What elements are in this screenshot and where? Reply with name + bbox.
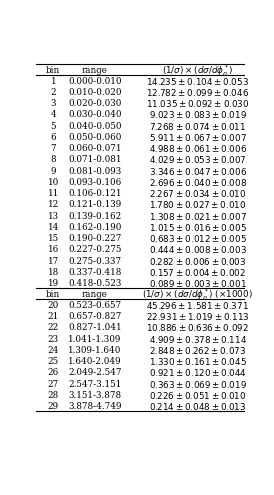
Text: 1.041-1.309: 1.041-1.309 xyxy=(68,335,121,344)
Text: 5: 5 xyxy=(51,122,56,131)
Text: range: range xyxy=(82,291,108,299)
Text: range: range xyxy=(82,66,108,75)
Text: 0.030-0.040: 0.030-0.040 xyxy=(68,110,122,119)
Text: 17: 17 xyxy=(48,257,59,266)
Text: 12: 12 xyxy=(48,200,59,209)
Text: 29: 29 xyxy=(48,402,59,411)
Text: $2.696 \pm 0.040 \pm 0.008$: $2.696 \pm 0.040 \pm 0.008$ xyxy=(149,177,247,188)
Text: 18: 18 xyxy=(48,268,59,277)
Text: 19: 19 xyxy=(48,279,59,288)
Text: 0.418-0.523: 0.418-0.523 xyxy=(68,279,121,288)
Text: 9: 9 xyxy=(51,167,56,176)
Text: 28: 28 xyxy=(48,391,59,400)
Text: $0.282 \pm 0.006 \pm 0.003$: $0.282 \pm 0.006 \pm 0.003$ xyxy=(149,256,247,267)
Text: 24: 24 xyxy=(48,346,59,355)
Text: 0.337-0.418: 0.337-0.418 xyxy=(68,268,121,277)
Text: 0.657-0.827: 0.657-0.827 xyxy=(68,312,121,321)
Text: $14.235 \pm 0.104 \pm 0.053$: $14.235 \pm 0.104 \pm 0.053$ xyxy=(146,76,249,87)
Text: 8: 8 xyxy=(50,155,56,164)
Text: $0.089 \pm 0.003 \pm 0.001$: $0.089 \pm 0.003 \pm 0.001$ xyxy=(149,278,247,289)
Text: 0.020-0.030: 0.020-0.030 xyxy=(68,99,121,108)
Text: 7: 7 xyxy=(50,144,56,153)
Text: $0.157 \pm 0.004 \pm 0.002$: $0.157 \pm 0.004 \pm 0.002$ xyxy=(149,267,246,278)
Text: 1.309-1.640: 1.309-1.640 xyxy=(68,346,121,355)
Text: 11: 11 xyxy=(48,189,59,198)
Text: 0.275-0.337: 0.275-0.337 xyxy=(68,257,121,266)
Text: 25: 25 xyxy=(48,357,59,366)
Text: 0.827-1.041: 0.827-1.041 xyxy=(68,323,122,332)
Text: 4: 4 xyxy=(50,110,56,119)
Text: 0.010-0.020: 0.010-0.020 xyxy=(68,88,122,97)
Text: $4.988 \pm 0.061 \pm 0.006$: $4.988 \pm 0.061 \pm 0.006$ xyxy=(149,143,247,154)
Text: 10: 10 xyxy=(48,178,59,187)
Text: 27: 27 xyxy=(48,380,59,389)
Text: 0.081-0.093: 0.081-0.093 xyxy=(68,167,121,176)
Text: 0.060-0.071: 0.060-0.071 xyxy=(68,144,122,153)
Text: $0.214 \pm 0.048 \pm 0.013$: $0.214 \pm 0.048 \pm 0.013$ xyxy=(149,401,247,412)
Text: bin: bin xyxy=(46,66,61,75)
Text: 0.093-0.106: 0.093-0.106 xyxy=(68,178,121,187)
Text: 1: 1 xyxy=(50,77,56,86)
Text: $(1/\sigma) \times (d\sigma/d\phi^*_\eta)$: $(1/\sigma) \times (d\sigma/d\phi^*_\eta… xyxy=(162,63,233,79)
Text: $0.921 \pm 0.120 \pm 0.044$: $0.921 \pm 0.120 \pm 0.044$ xyxy=(149,367,247,378)
Text: 2.049-2.547: 2.049-2.547 xyxy=(68,368,122,377)
Text: 0.040-0.050: 0.040-0.050 xyxy=(68,122,122,131)
Text: 3.151-3.878: 3.151-3.878 xyxy=(68,391,121,400)
Text: 0.071-0.081: 0.071-0.081 xyxy=(68,155,122,164)
Text: $1.308 \pm 0.021 \pm 0.007$: $1.308 \pm 0.021 \pm 0.007$ xyxy=(149,211,247,222)
Text: 6: 6 xyxy=(50,133,56,142)
Text: 21: 21 xyxy=(48,312,59,321)
Text: 0.227-0.275: 0.227-0.275 xyxy=(68,246,121,254)
Text: 0.000-0.010: 0.000-0.010 xyxy=(68,77,122,86)
Text: 0.106-0.121: 0.106-0.121 xyxy=(68,189,122,198)
Text: $45.296 \pm 1.581 \pm 0.371$: $45.296 \pm 1.581 \pm 0.371$ xyxy=(146,300,249,311)
Text: 2: 2 xyxy=(50,88,56,97)
Text: $2.267 \pm 0.034 \pm 0.010$: $2.267 \pm 0.034 \pm 0.010$ xyxy=(149,188,247,199)
Text: bin: bin xyxy=(46,291,61,299)
Text: $1.015 \pm 0.016 \pm 0.005$: $1.015 \pm 0.016 \pm 0.005$ xyxy=(149,222,247,233)
Text: $22.931 \pm 1.019 \pm 0.113$: $22.931 \pm 1.019 \pm 0.113$ xyxy=(146,311,250,322)
Text: 1.640-2.049: 1.640-2.049 xyxy=(68,357,122,366)
Text: $4.029 \pm 0.053 \pm 0.007$: $4.029 \pm 0.053 \pm 0.007$ xyxy=(149,154,247,165)
Text: 14: 14 xyxy=(48,223,59,232)
Text: 16: 16 xyxy=(48,246,59,254)
Text: 0.162-0.190: 0.162-0.190 xyxy=(68,223,121,232)
Text: 3.878-4.749: 3.878-4.749 xyxy=(68,402,122,411)
Text: $0.363 \pm 0.069 \pm 0.019$: $0.363 \pm 0.069 \pm 0.019$ xyxy=(149,379,247,390)
Text: $2.848 \pm 0.262 \pm 0.073$: $2.848 \pm 0.262 \pm 0.073$ xyxy=(149,345,246,356)
Text: $11.035 \pm 0.092 \pm 0.030$: $11.035 \pm 0.092 \pm 0.030$ xyxy=(146,98,250,109)
Text: 20: 20 xyxy=(48,301,59,310)
Text: $1.780 \pm 0.027 \pm 0.010$: $1.780 \pm 0.027 \pm 0.010$ xyxy=(149,199,247,210)
Text: $(1/\sigma) \times (d\sigma/d\phi^*_\eta)$ $(\times 1000)$: $(1/\sigma) \times (d\sigma/d\phi^*_\eta… xyxy=(142,287,253,303)
Text: 0.050-0.060: 0.050-0.060 xyxy=(68,133,121,142)
Text: $5.911 \pm 0.067 \pm 0.007$: $5.911 \pm 0.067 \pm 0.007$ xyxy=(149,132,247,143)
Text: $0.444 \pm 0.008 \pm 0.003$: $0.444 \pm 0.008 \pm 0.003$ xyxy=(149,245,247,255)
Text: $4.909 \pm 0.378 \pm 0.114$: $4.909 \pm 0.378 \pm 0.114$ xyxy=(149,334,247,345)
Text: $9.023 \pm 0.083 \pm 0.019$: $9.023 \pm 0.083 \pm 0.019$ xyxy=(149,109,247,120)
Text: 0.139-0.162: 0.139-0.162 xyxy=(68,212,121,221)
Text: $0.683 \pm 0.012 \pm 0.005$: $0.683 \pm 0.012 \pm 0.005$ xyxy=(149,233,247,244)
Text: 0.523-0.657: 0.523-0.657 xyxy=(68,301,121,310)
Text: 23: 23 xyxy=(48,335,59,344)
Text: 3: 3 xyxy=(51,99,56,108)
Text: $12.782 \pm 0.099 \pm 0.046$: $12.782 \pm 0.099 \pm 0.046$ xyxy=(146,87,249,98)
Text: 15: 15 xyxy=(48,234,59,243)
Text: 26: 26 xyxy=(48,368,59,377)
Text: 0.121-0.139: 0.121-0.139 xyxy=(68,200,121,209)
Text: 13: 13 xyxy=(48,212,59,221)
Text: $7.268 \pm 0.074 \pm 0.011$: $7.268 \pm 0.074 \pm 0.011$ xyxy=(149,121,246,132)
Text: 22: 22 xyxy=(48,323,59,332)
Text: $3.346 \pm 0.047 \pm 0.006$: $3.346 \pm 0.047 \pm 0.006$ xyxy=(149,166,247,177)
Text: $1.330 \pm 0.161 \pm 0.045$: $1.330 \pm 0.161 \pm 0.045$ xyxy=(149,356,247,367)
Text: 2.547-3.151: 2.547-3.151 xyxy=(68,380,121,389)
Text: 0.190-0.227: 0.190-0.227 xyxy=(68,234,121,243)
Text: $0.226 \pm 0.051 \pm 0.010$: $0.226 \pm 0.051 \pm 0.010$ xyxy=(149,390,247,401)
Text: $10.886 \pm 0.636 \pm 0.092$: $10.886 \pm 0.636 \pm 0.092$ xyxy=(146,322,249,333)
